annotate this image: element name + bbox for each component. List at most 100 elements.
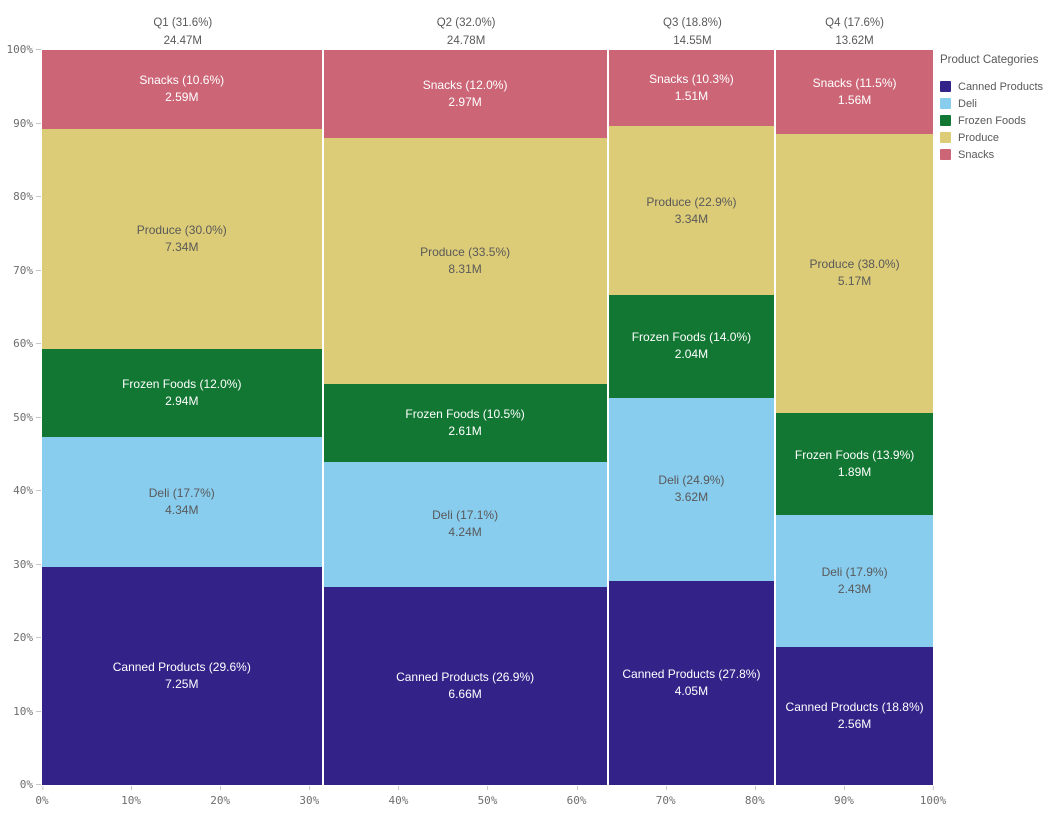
x-axis: 0% 10% 20% 30% 40% 50% 60% 70% 80% 90% 100% xyxy=(35,785,946,818)
mekko-segment-q2-produce[interactable]: Produce (33.5%) 8.31M xyxy=(323,138,607,385)
y-axis-tick-label: 90% xyxy=(13,116,33,130)
column-header-label: Q2 (32.0%) xyxy=(436,17,496,29)
y-axis: 0% 10% 20% 30% 40% 50% 60% 70% 80% 90% 100% xyxy=(0,43,42,791)
segment-label-name: Snacks (10.3%) xyxy=(649,72,734,87)
mekko-column-q3[interactable]: Canned Products (27.8%) 4.05M Deli (24.9%)… xyxy=(608,50,775,785)
column-header-q2: Q2 (32.0%) 24.78M xyxy=(437,14,496,50)
legend-item-frozen-foods[interactable]: Frozen Foods xyxy=(940,112,1052,129)
x-axis-tick-label: 70% xyxy=(655,794,676,807)
segment-label-value: 1.56M xyxy=(837,92,872,107)
x-axis-tick-mark xyxy=(42,786,43,790)
segment-label: Frozen Foods (14.0%) 2.04M xyxy=(609,329,775,363)
y-axis-tick-mark xyxy=(36,784,41,785)
y-axis-tick-mark xyxy=(36,343,41,344)
y-axis-tick-mark xyxy=(36,269,41,271)
legend-swatch-deli xyxy=(940,98,951,109)
segment-label-value: 2.61M xyxy=(448,424,482,439)
mekko-segment-q3-canned-products[interactable]: Canned Products (27.8%) 4.05M xyxy=(608,580,775,785)
x-axis-tick-mark xyxy=(576,786,578,790)
segment-label: Canned Products (29.6%) 7.25M xyxy=(42,659,322,693)
mekko-column-q1[interactable]: Canned Products (29.6%) 7.25M Deli (17.7%)… xyxy=(42,50,322,785)
y-axis-tick-label: 60% xyxy=(13,337,33,350)
segment-label-name: Snacks (11.5%) xyxy=(812,75,897,90)
x-axis-tick-label: 60% xyxy=(566,794,587,807)
mekko-segment-q4-produce[interactable]: Produce (38.0%) 5.17M xyxy=(776,133,933,414)
segment-label-value: 2.04M xyxy=(674,347,709,362)
mekko-segment-q3-deli[interactable]: Deli (24.9%) 3.62M xyxy=(608,397,775,581)
segment-label-name: Canned Products (27.8%) xyxy=(622,666,761,681)
x-axis-tick-0: 0% xyxy=(35,785,49,807)
x-axis-tick-label: 50% xyxy=(477,794,498,807)
mekko-segment-q4-snacks[interactable]: Snacks (11.5%) 1.56M xyxy=(776,50,933,134)
legend-item-label: Produce xyxy=(958,131,999,144)
segment-label-name: Produce (30.0%) xyxy=(136,222,227,237)
y-axis-tick-label: 40% xyxy=(13,484,33,497)
mekko-segment-q1-snacks[interactable]: Snacks (10.6%) 2.59M xyxy=(42,50,322,129)
column-header-label: Q4 (17.6%) xyxy=(825,17,884,29)
column-header-total: 24.78M xyxy=(446,35,486,47)
segment-label: Canned Products (18.8%) 2.56M xyxy=(776,699,933,733)
y-axis-tick-mark xyxy=(36,637,41,638)
y-axis-tick-label: 50% xyxy=(13,410,33,424)
x-axis-tick-90: 90% xyxy=(834,785,854,807)
segment-label-name: Snacks (12.0%) xyxy=(422,78,508,93)
x-axis-tick-label: 20% xyxy=(210,794,231,807)
mekko-segment-q3-snacks[interactable]: Snacks (10.3%) 1.51M xyxy=(608,50,775,127)
segment-label: Produce (22.9%) 3.34M xyxy=(609,194,775,228)
segment-label: Frozen Foods (10.5%) 2.61M xyxy=(324,406,607,440)
mekko-segment-q4-canned-products[interactable]: Canned Products (18.8%) 2.56M xyxy=(776,646,933,785)
legend-item-label: Snacks xyxy=(958,148,995,161)
column-header-label: Q1 (31.6%) xyxy=(153,17,213,29)
mekko-segment-q2-canned-products[interactable]: Canned Products (26.9%) 6.66M xyxy=(323,587,607,785)
x-axis-tick-mark xyxy=(754,786,756,790)
legend-item-canned-products[interactable]: Canned Products xyxy=(940,78,1052,95)
x-axis-tick-40: 40% xyxy=(388,785,408,807)
mekko-segment-q1-frozen-foods[interactable]: Frozen Foods (12.0%) 2.94M xyxy=(42,349,322,438)
mekko-segment-q4-frozen-foods[interactable]: Frozen Foods (13.9%) 1.89M xyxy=(776,413,933,516)
mekko-segment-q3-frozen-foods[interactable]: Frozen Foods (14.0%) 2.04M xyxy=(608,294,775,398)
y-axis-tick-label: 0% xyxy=(19,778,33,791)
segment-label: Snacks (10.6%) 2.59M xyxy=(42,72,322,106)
segment-label-value: 1.51M xyxy=(674,89,709,104)
mekko-column-q4[interactable]: Canned Products (18.8%) 2.56M Deli (17.9%)… xyxy=(776,50,933,785)
column-header-q1: Q1 (31.6%) 24.47M xyxy=(153,14,212,50)
mekko-segment-q2-snacks[interactable]: Snacks (12.0%) 2.97M xyxy=(323,50,607,139)
segment-label-value: 3.62M xyxy=(674,490,709,505)
segment-label-name: Snacks (10.6%) xyxy=(139,73,225,88)
segment-label-value: 7.25M xyxy=(165,677,199,692)
y-axis-tick-mark xyxy=(36,563,41,565)
mekko-segment-q4-deli[interactable]: Deli (17.9%) 2.43M xyxy=(776,515,933,647)
legend-item-produce[interactable]: Produce xyxy=(940,129,1052,146)
x-axis-tick-20: 20% xyxy=(210,785,230,807)
legend: Product Categories Canned Products Deli Fr… xyxy=(940,54,1052,163)
segment-label-value: 1.89M xyxy=(837,465,872,480)
mekko-segment-q3-produce[interactable]: Produce (22.9%) 3.34M xyxy=(608,126,775,295)
segment-label: Deli (24.9%) 3.62M xyxy=(609,472,775,506)
mekko-segment-q2-deli[interactable]: Deli (17.1%) 4.24M xyxy=(323,461,607,588)
mekko-column-q2[interactable]: Canned Products (26.9%) 6.66M Deli (17.1%)… xyxy=(323,50,607,785)
mekko-segment-q1-produce[interactable]: Produce (30.0%) 7.34M xyxy=(42,128,322,350)
legend-swatch-canned-products xyxy=(940,81,951,92)
x-axis-tick-mark xyxy=(843,786,845,790)
x-axis-tick-label: 40% xyxy=(388,794,409,807)
segment-label: Deli (17.9%) 2.43M xyxy=(776,564,933,598)
segment-label-value: 7.34M xyxy=(165,239,199,254)
legend-item-deli[interactable]: Deli xyxy=(940,95,1052,112)
mekko-segment-q1-deli[interactable]: Deli (17.7%) 4.34M xyxy=(42,437,322,568)
y-axis-tick-label: 10% xyxy=(13,704,33,718)
x-axis-tick-mark xyxy=(309,786,311,790)
mekko-segment-q2-frozen-foods[interactable]: Frozen Foods (10.5%) 2.61M xyxy=(323,384,607,462)
plot-area: Canned Products (29.6%) 7.25M Deli (17.7%)… xyxy=(42,50,933,785)
segment-label-name: Produce (38.0%) xyxy=(809,257,900,272)
segment-label: Frozen Foods (12.0%) 2.94M xyxy=(42,376,322,410)
x-axis-tick-mark xyxy=(933,786,934,790)
column-header-total: 24.47M xyxy=(163,35,202,47)
segment-label: Frozen Foods (13.9%) 1.89M xyxy=(776,447,933,481)
y-axis-tick-label: 20% xyxy=(13,631,33,644)
column-header-total: 13.62M xyxy=(835,35,874,47)
mekko-segment-q1-canned-products[interactable]: Canned Products (29.6%) 7.25M xyxy=(42,567,322,785)
y-axis-tick-mark xyxy=(36,710,41,712)
x-axis-tick-mark xyxy=(665,786,667,790)
legend-item-snacks[interactable]: Snacks xyxy=(940,146,1052,163)
segment-label-value: 4.34M xyxy=(165,503,199,518)
